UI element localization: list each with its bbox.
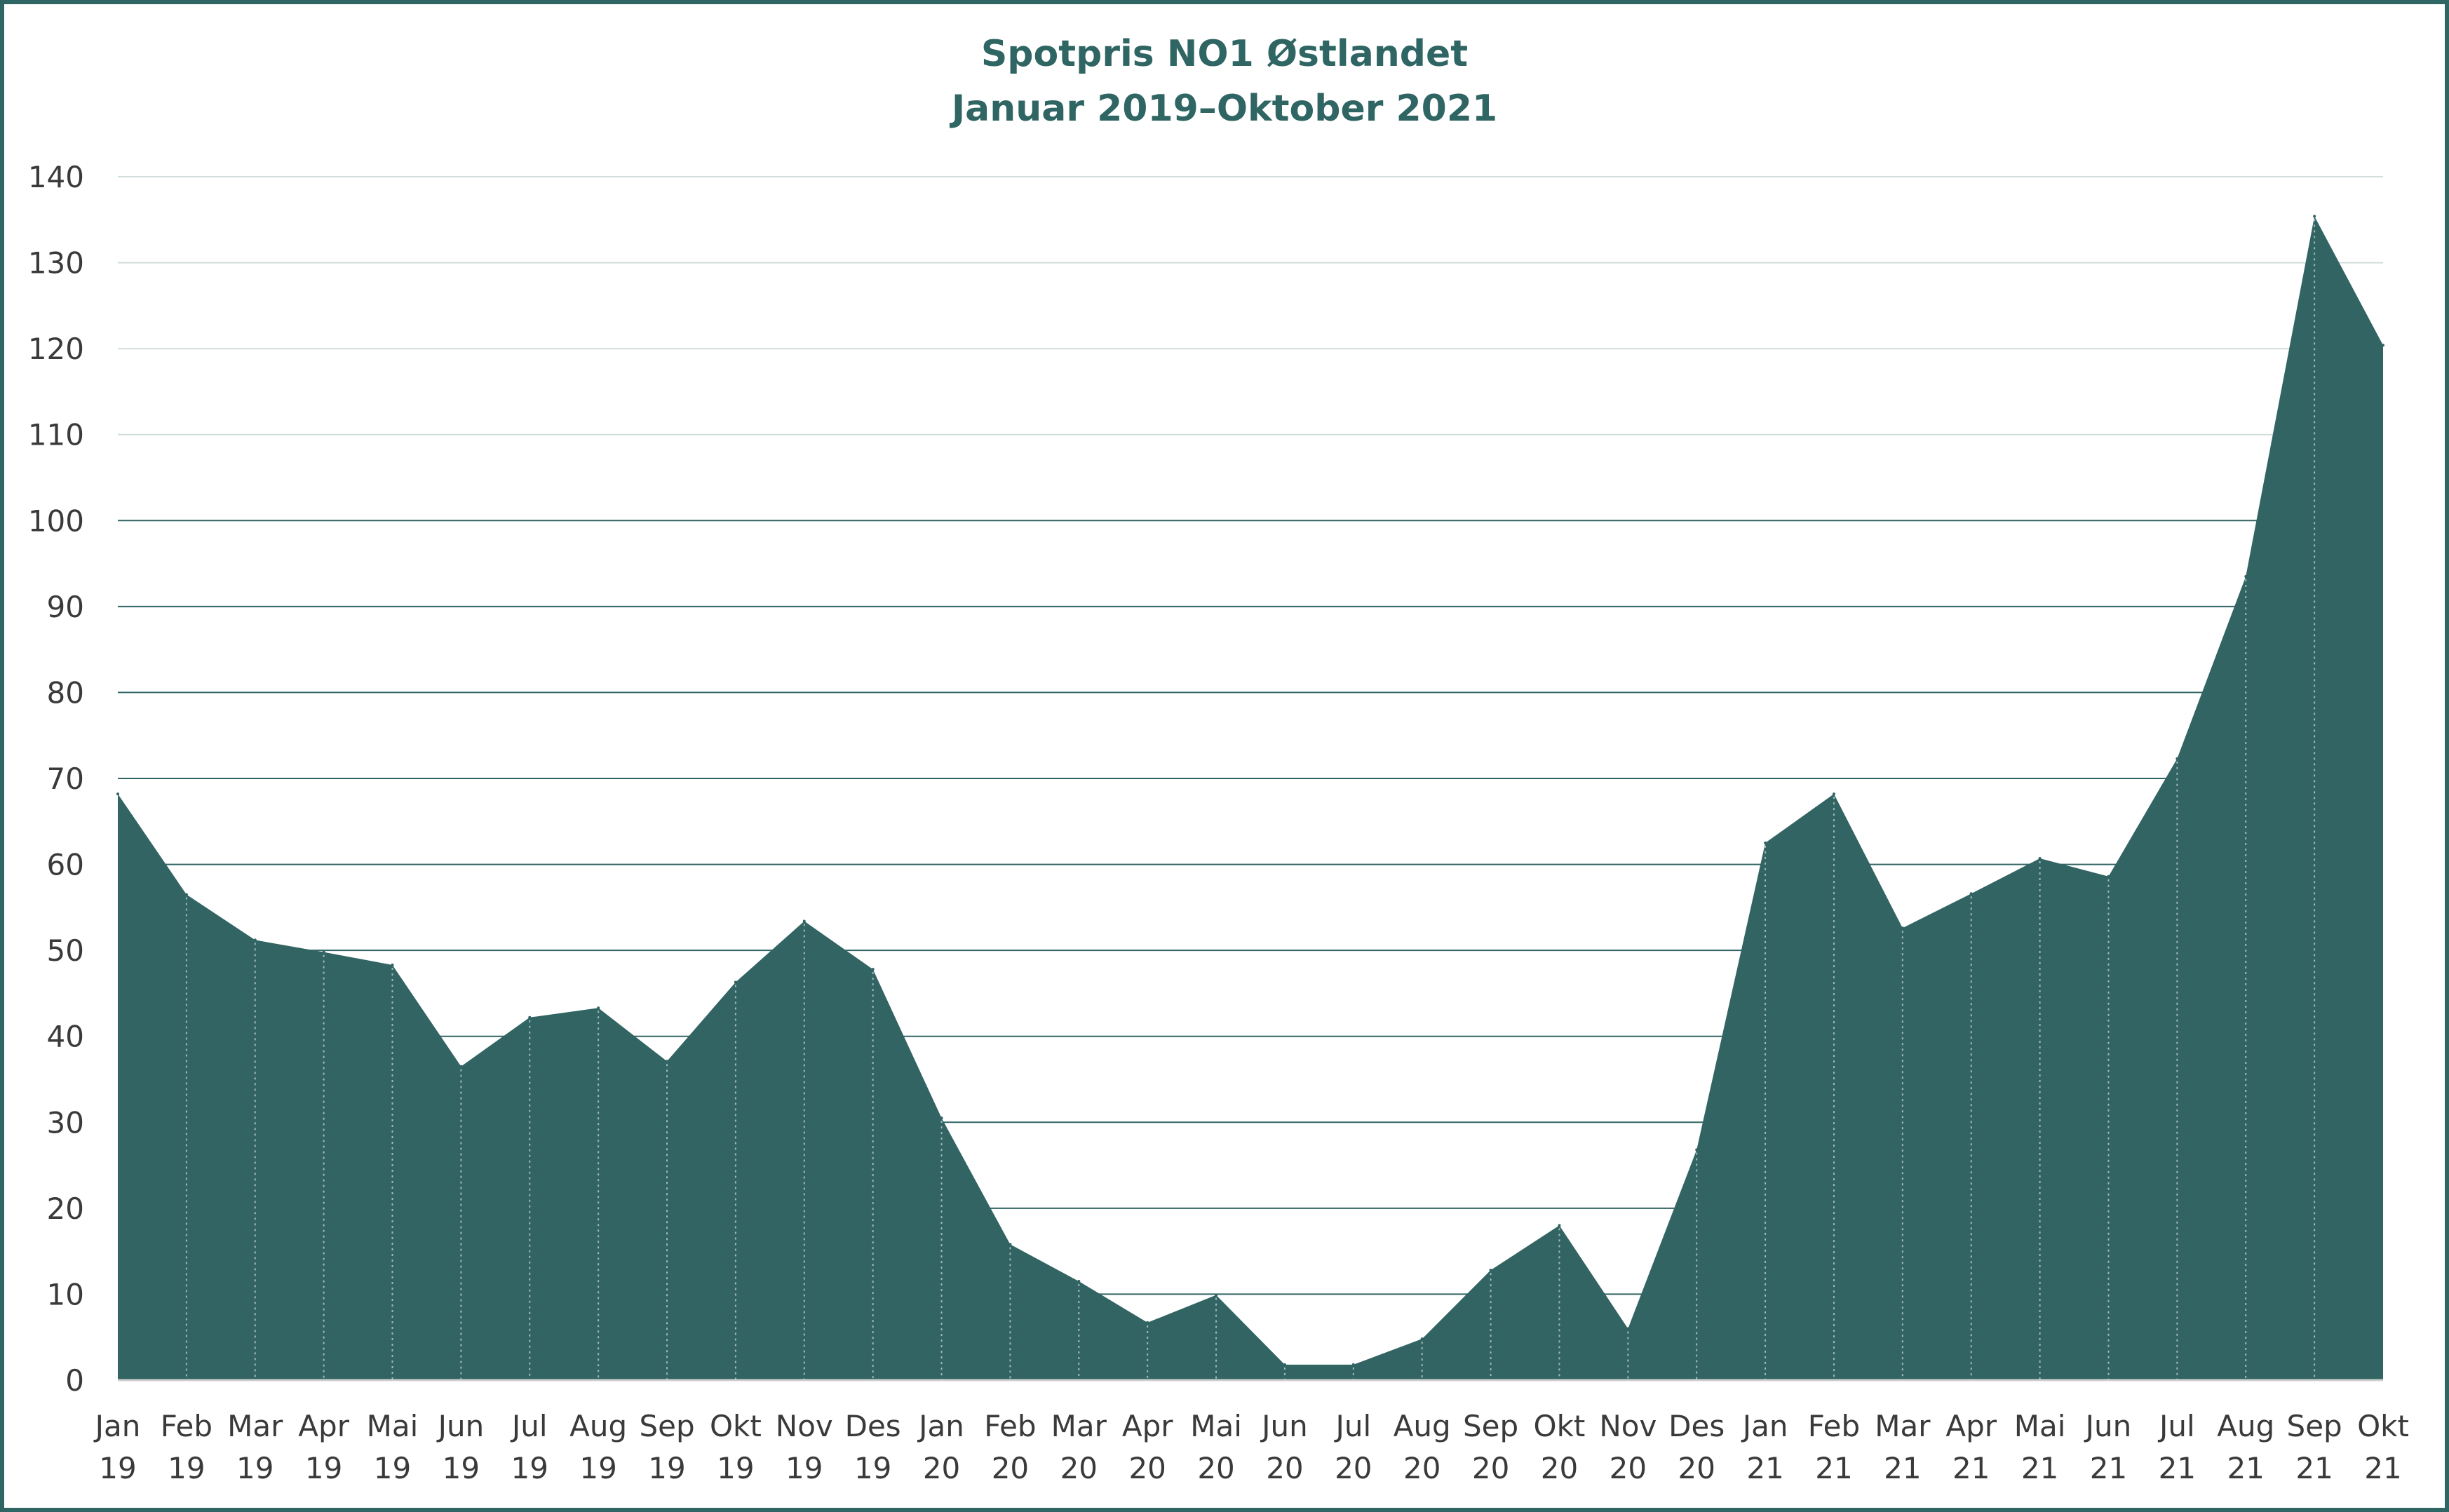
data-point — [1283, 1363, 1286, 1366]
data-point — [1695, 1148, 1699, 1152]
y-tick-label: 130 — [28, 246, 84, 281]
x-tick-label: Mai 21 — [2014, 1409, 2066, 1485]
y-tick-label: 120 — [28, 332, 84, 366]
y-tick-label: 70 — [47, 762, 84, 796]
data-point — [802, 919, 806, 923]
data-point — [1901, 926, 1904, 930]
x-axis-ticks: Jan 19 Feb 19 Mar 19 Apr 19 Mai 19 Jun 19 Jul 19 Aug 19… — [93, 1409, 2409, 1485]
x-tick-label: Mai 20 — [1190, 1409, 1242, 1485]
data-point — [597, 1006, 600, 1010]
x-tick-label: Jun 19 — [436, 1409, 485, 1485]
area-series — [116, 215, 2384, 1382]
x-tick-label: Jun 21 — [2084, 1409, 2132, 1485]
x-tick-label: Sep 21 — [2287, 1409, 2342, 1485]
data-point — [1215, 1293, 1218, 1297]
x-tick-label: Feb 21 — [1808, 1409, 1860, 1485]
data-point — [116, 792, 119, 796]
data-point — [2244, 574, 2248, 578]
y-tick-label: 40 — [47, 1020, 84, 1054]
x-tick-label: Jun 20 — [1260, 1409, 1308, 1485]
x-tick-label: Jan 19 — [93, 1409, 141, 1485]
data-point — [322, 950, 325, 954]
data-point — [1969, 892, 1973, 896]
x-tick-label: Sep 19 — [639, 1409, 694, 1485]
x-tick-label: Des 20 — [1668, 1409, 1725, 1485]
data-point — [528, 1015, 532, 1019]
x-tick-label: Jul 21 — [2157, 1409, 2196, 1485]
x-tick-label: Okt 21 — [2357, 1409, 2409, 1485]
chart-title: Spotpris NO1 Østlandet — [981, 33, 1468, 75]
y-tick-label: 10 — [47, 1277, 84, 1311]
x-tick-label: Jan 20 — [917, 1409, 964, 1485]
y-tick-label: 140 — [28, 160, 84, 194]
y-tick-label: 0 — [65, 1363, 84, 1398]
x-tick-label: Nov 19 — [776, 1409, 833, 1485]
y-tick-label: 80 — [47, 675, 84, 710]
y-tick-label: 100 — [28, 504, 84, 538]
x-tick-label: Nov 20 — [1599, 1409, 1657, 1485]
data-point — [1008, 1243, 1012, 1246]
data-point — [1420, 1337, 1424, 1341]
y-tick-label: 110 — [28, 418, 84, 452]
x-tick-label: Mar 21 — [1875, 1409, 1931, 1485]
data-point — [391, 963, 394, 966]
y-axis-ticks: 0 10 20 30 40 50 60 70 80 90 100 110 120 130 140 — [28, 160, 84, 1398]
data-point — [734, 980, 737, 984]
x-tick-label: Apr 20 — [1122, 1409, 1173, 1485]
x-tick-label: Mar 20 — [1051, 1409, 1107, 1485]
data-point — [1077, 1280, 1081, 1283]
y-tick-label: 90 — [47, 590, 84, 624]
x-tick-label: Jul 19 — [510, 1409, 548, 1485]
data-point — [1351, 1363, 1355, 1366]
data-point — [1626, 1327, 1630, 1330]
x-tick-label: Jan 21 — [1741, 1409, 1788, 1485]
data-point — [1558, 1224, 1561, 1227]
x-tick-label: Mai 19 — [367, 1409, 419, 1485]
x-tick-label: Aug 19 — [569, 1409, 627, 1485]
data-point — [940, 1116, 943, 1120]
y-tick-label: 30 — [47, 1105, 84, 1140]
data-point — [666, 1060, 669, 1063]
data-point — [459, 1065, 463, 1068]
x-tick-label: Feb 19 — [161, 1409, 212, 1485]
data-point — [1146, 1321, 1149, 1324]
x-tick-label: Feb 20 — [984, 1409, 1036, 1485]
y-tick-label: 20 — [47, 1192, 84, 1226]
y-tick-label: 60 — [47, 848, 84, 882]
data-point — [871, 968, 875, 971]
x-tick-label: Sep 20 — [1463, 1409, 1518, 1485]
x-tick-label: Okt 19 — [710, 1409, 762, 1485]
data-point — [2382, 344, 2384, 347]
data-point — [2038, 856, 2042, 860]
data-point — [2107, 875, 2110, 878]
x-tick-label: Des 19 — [845, 1409, 901, 1485]
x-tick-label: Aug 21 — [2217, 1409, 2274, 1485]
x-tick-label: Okt 20 — [1534, 1409, 1586, 1485]
data-point — [1489, 1269, 1492, 1272]
data-point — [1764, 841, 1767, 844]
y-tick-label: 50 — [47, 933, 84, 968]
data-point — [2175, 757, 2179, 760]
x-tick-label: Apr 19 — [298, 1409, 349, 1485]
data-point — [253, 938, 257, 942]
data-point — [2313, 215, 2316, 218]
x-tick-label: Aug 20 — [1394, 1409, 1451, 1485]
data-point — [1832, 792, 1835, 796]
data-point — [184, 893, 188, 896]
x-tick-label: Apr 21 — [1945, 1409, 1997, 1485]
chart-subtitle: Januar 2019–Oktober 2021 — [950, 88, 1497, 130]
x-tick-label: Jul 20 — [1333, 1409, 1372, 1485]
x-tick-label: Mar 19 — [227, 1409, 283, 1485]
area-fill — [118, 216, 2383, 1381]
